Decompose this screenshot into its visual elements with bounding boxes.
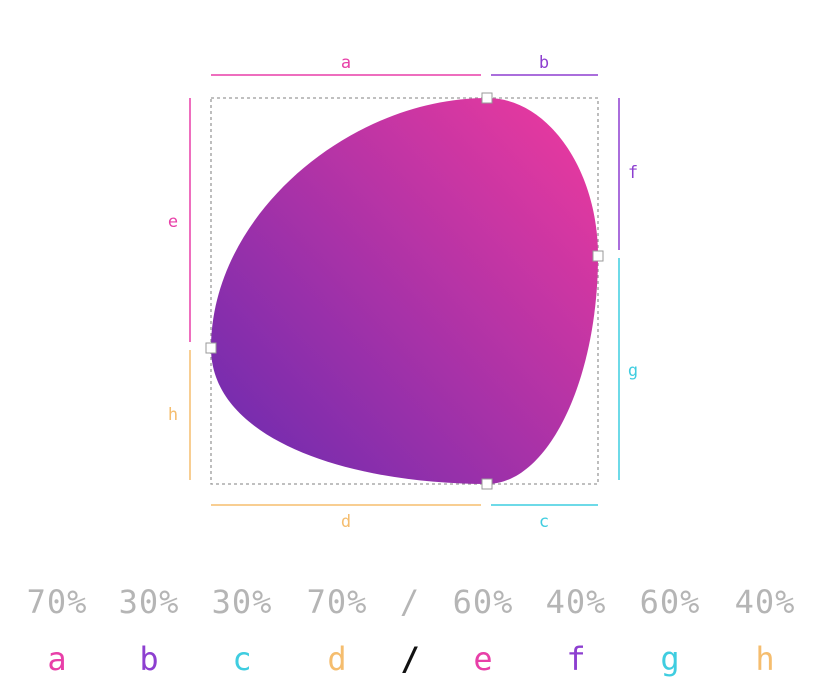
- bounding-box: [210, 97, 599, 485]
- gradient-blob: [211, 98, 598, 484]
- handle-top[interactable]: [481, 92, 493, 104]
- dimension-label-b: b: [539, 53, 549, 73]
- legend-c: c: [232, 640, 252, 678]
- legend-g: g: [660, 640, 680, 678]
- value-c: 30%: [211, 583, 273, 621]
- border-radius-diagram: a b d c e h f g: [168, 53, 638, 532]
- value-slash: /: [399, 583, 421, 621]
- legend-e: e: [473, 640, 493, 678]
- legend-b: b: [139, 640, 159, 678]
- value-h: 40%: [734, 583, 796, 621]
- legend-a: a: [47, 640, 67, 678]
- dimension-label-h: h: [168, 405, 178, 425]
- dimension-label-c: c: [539, 512, 549, 532]
- value-g: 60%: [639, 583, 701, 621]
- value-f: 40%: [545, 583, 607, 621]
- handle-left[interactable]: [205, 342, 217, 354]
- value-a: 70%: [26, 583, 88, 621]
- dimension-label-d: d: [341, 512, 351, 532]
- dimension-label-e: e: [168, 212, 178, 232]
- handle-right[interactable]: [592, 250, 604, 262]
- dimension-label-a: a: [341, 53, 351, 73]
- border-radius-values-row: 70% 30% 30% 70% / 60% 40% 60% 40%: [0, 583, 837, 627]
- legend-h: h: [755, 640, 775, 678]
- handle-bottom[interactable]: [481, 478, 493, 490]
- legend-slash: /: [400, 640, 420, 678]
- dimension-label-f: f: [628, 163, 638, 183]
- dimension-label-g: g: [628, 361, 638, 381]
- value-e: 60%: [452, 583, 514, 621]
- legend-letters-row: a b c d / e f g h: [0, 640, 837, 684]
- legend-f: f: [566, 640, 586, 678]
- value-d: 70%: [306, 583, 368, 621]
- legend-d: d: [327, 640, 347, 678]
- value-b: 30%: [118, 583, 180, 621]
